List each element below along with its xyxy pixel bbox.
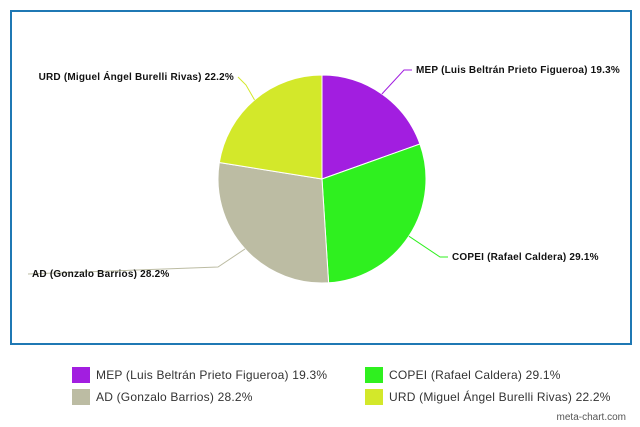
credit-text[interactable]: meta-chart.com <box>556 412 626 423</box>
leader-line-urd <box>237 76 255 101</box>
legend-item-urd[interactable]: URD (Miguel Ángel Burelli Rivas) 22.2% <box>365 388 610 406</box>
leader-line-ad <box>27 248 246 275</box>
leader-line-copei <box>408 235 448 258</box>
slice-label-urd: URD (Miguel Ángel Burelli Rivas) 22.2% <box>39 70 234 83</box>
legend-swatch-ad <box>72 389 90 405</box>
legend-label-mep: MEP (Luis Beltrán Prieto Figueroa) 19.3% <box>96 368 328 382</box>
chart-frame: MEP (Luis Beltrán Prieto Figueroa) 19.3%… <box>10 10 632 345</box>
legend-label-urd: URD (Miguel Ángel Burelli Rivas) 22.2% <box>389 390 611 404</box>
slice-label-copei: COPEI (Rafael Caldera) 29.1% <box>452 252 599 263</box>
leader-line-mep <box>381 69 412 95</box>
legend-item-copei[interactable]: COPEI (Rafael Caldera) 29.1% <box>365 366 605 384</box>
slice-label-ad: AD (Gonzalo Barrios) 28.2% <box>32 269 169 280</box>
slice-label-mep: MEP (Luis Beltrán Prieto Figueroa) 19.3% <box>416 65 620 76</box>
legend-item-mep[interactable]: MEP (Luis Beltrán Prieto Figueroa) 19.3% <box>72 366 365 384</box>
pie-slice-urd[interactable] <box>218 74 323 180</box>
pie-slice-ad[interactable] <box>217 161 330 284</box>
legend-item-ad[interactable]: AD (Gonzalo Barrios) 28.2% <box>72 388 365 406</box>
legend-swatch-copei <box>365 367 383 383</box>
legend-label-copei: COPEI (Rafael Caldera) 29.1% <box>389 368 561 382</box>
pie-chart: MEP (Luis Beltrán Prieto Figueroa) 19.3%… <box>27 65 620 284</box>
legend-swatch-urd <box>365 389 383 405</box>
pie-slice-copei[interactable] <box>321 143 427 284</box>
legend-swatch-mep <box>72 367 90 383</box>
legend: MEP (Luis Beltrán Prieto Figueroa) 19.3%… <box>72 366 612 406</box>
legend-label-ad: AD (Gonzalo Barrios) 28.2% <box>96 390 253 404</box>
